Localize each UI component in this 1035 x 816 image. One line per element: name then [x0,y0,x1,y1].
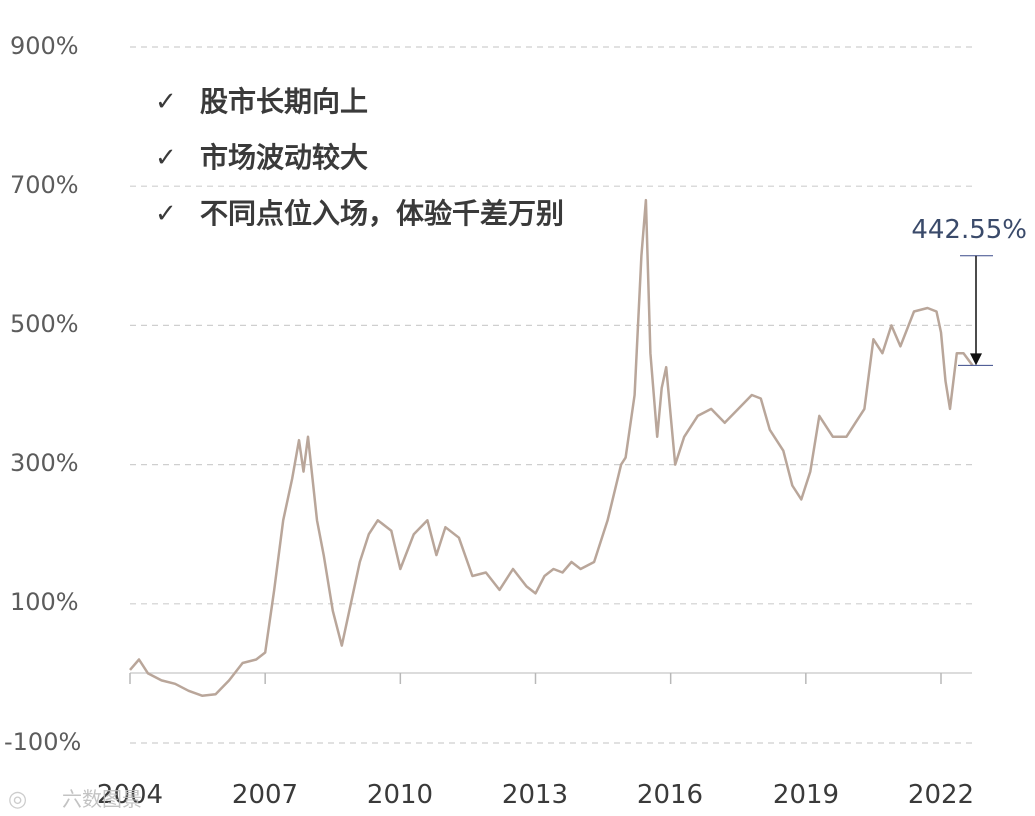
x-tick-label: 2022 [908,780,974,810]
x-tick-label: 2019 [773,780,839,810]
x-tick-label: 2010 [367,780,433,810]
gridlines [130,46,972,744]
watermark-text: 六数图景 [62,787,142,811]
check-icon: ✓ [155,199,177,229]
series-line [129,198,974,697]
x-tick-label: 2007 [232,780,298,810]
x-tick-label: 2004 [97,780,163,810]
y-tick-label: 700% [10,171,79,199]
notes-list: ✓ 股市长期向上 ✓ 市场波动较大 ✓ 不同点位入场，体验千差万别 [155,85,564,230]
y-tick-label: 100% [10,588,79,616]
x-tick-label: 2016 [637,780,703,810]
y-tick-label: 300% [10,449,79,477]
note-item: 股市长期向上 [200,85,368,118]
drawdown-annotation: 442.55% [911,215,1027,366]
arrow-down-icon [970,353,982,366]
x-axis-labels: 2004 2007 2010 2013 2016 2019 2022 [97,780,974,810]
annotation-label: 442.55% [911,215,1027,245]
check-icon: ✓ [155,87,177,117]
note-item: 不同点位入场，体验千差万别 [200,197,564,230]
x-axis-ticks [129,673,942,684]
x-tick-label: 2013 [502,780,568,810]
note-item: 市场波动较大 [200,141,368,174]
watermark-logo-icon: ◎ [8,787,27,812]
y-tick-label: -100% [4,728,81,756]
y-tick-label: 900% [10,32,79,60]
y-tick-label: 500% [10,310,79,338]
check-icon: ✓ [155,143,177,173]
y-axis-ticks: 900% 700% 500% 300% 100% -100% [4,32,81,756]
watermark: ◎ 六数图景 [8,787,142,812]
